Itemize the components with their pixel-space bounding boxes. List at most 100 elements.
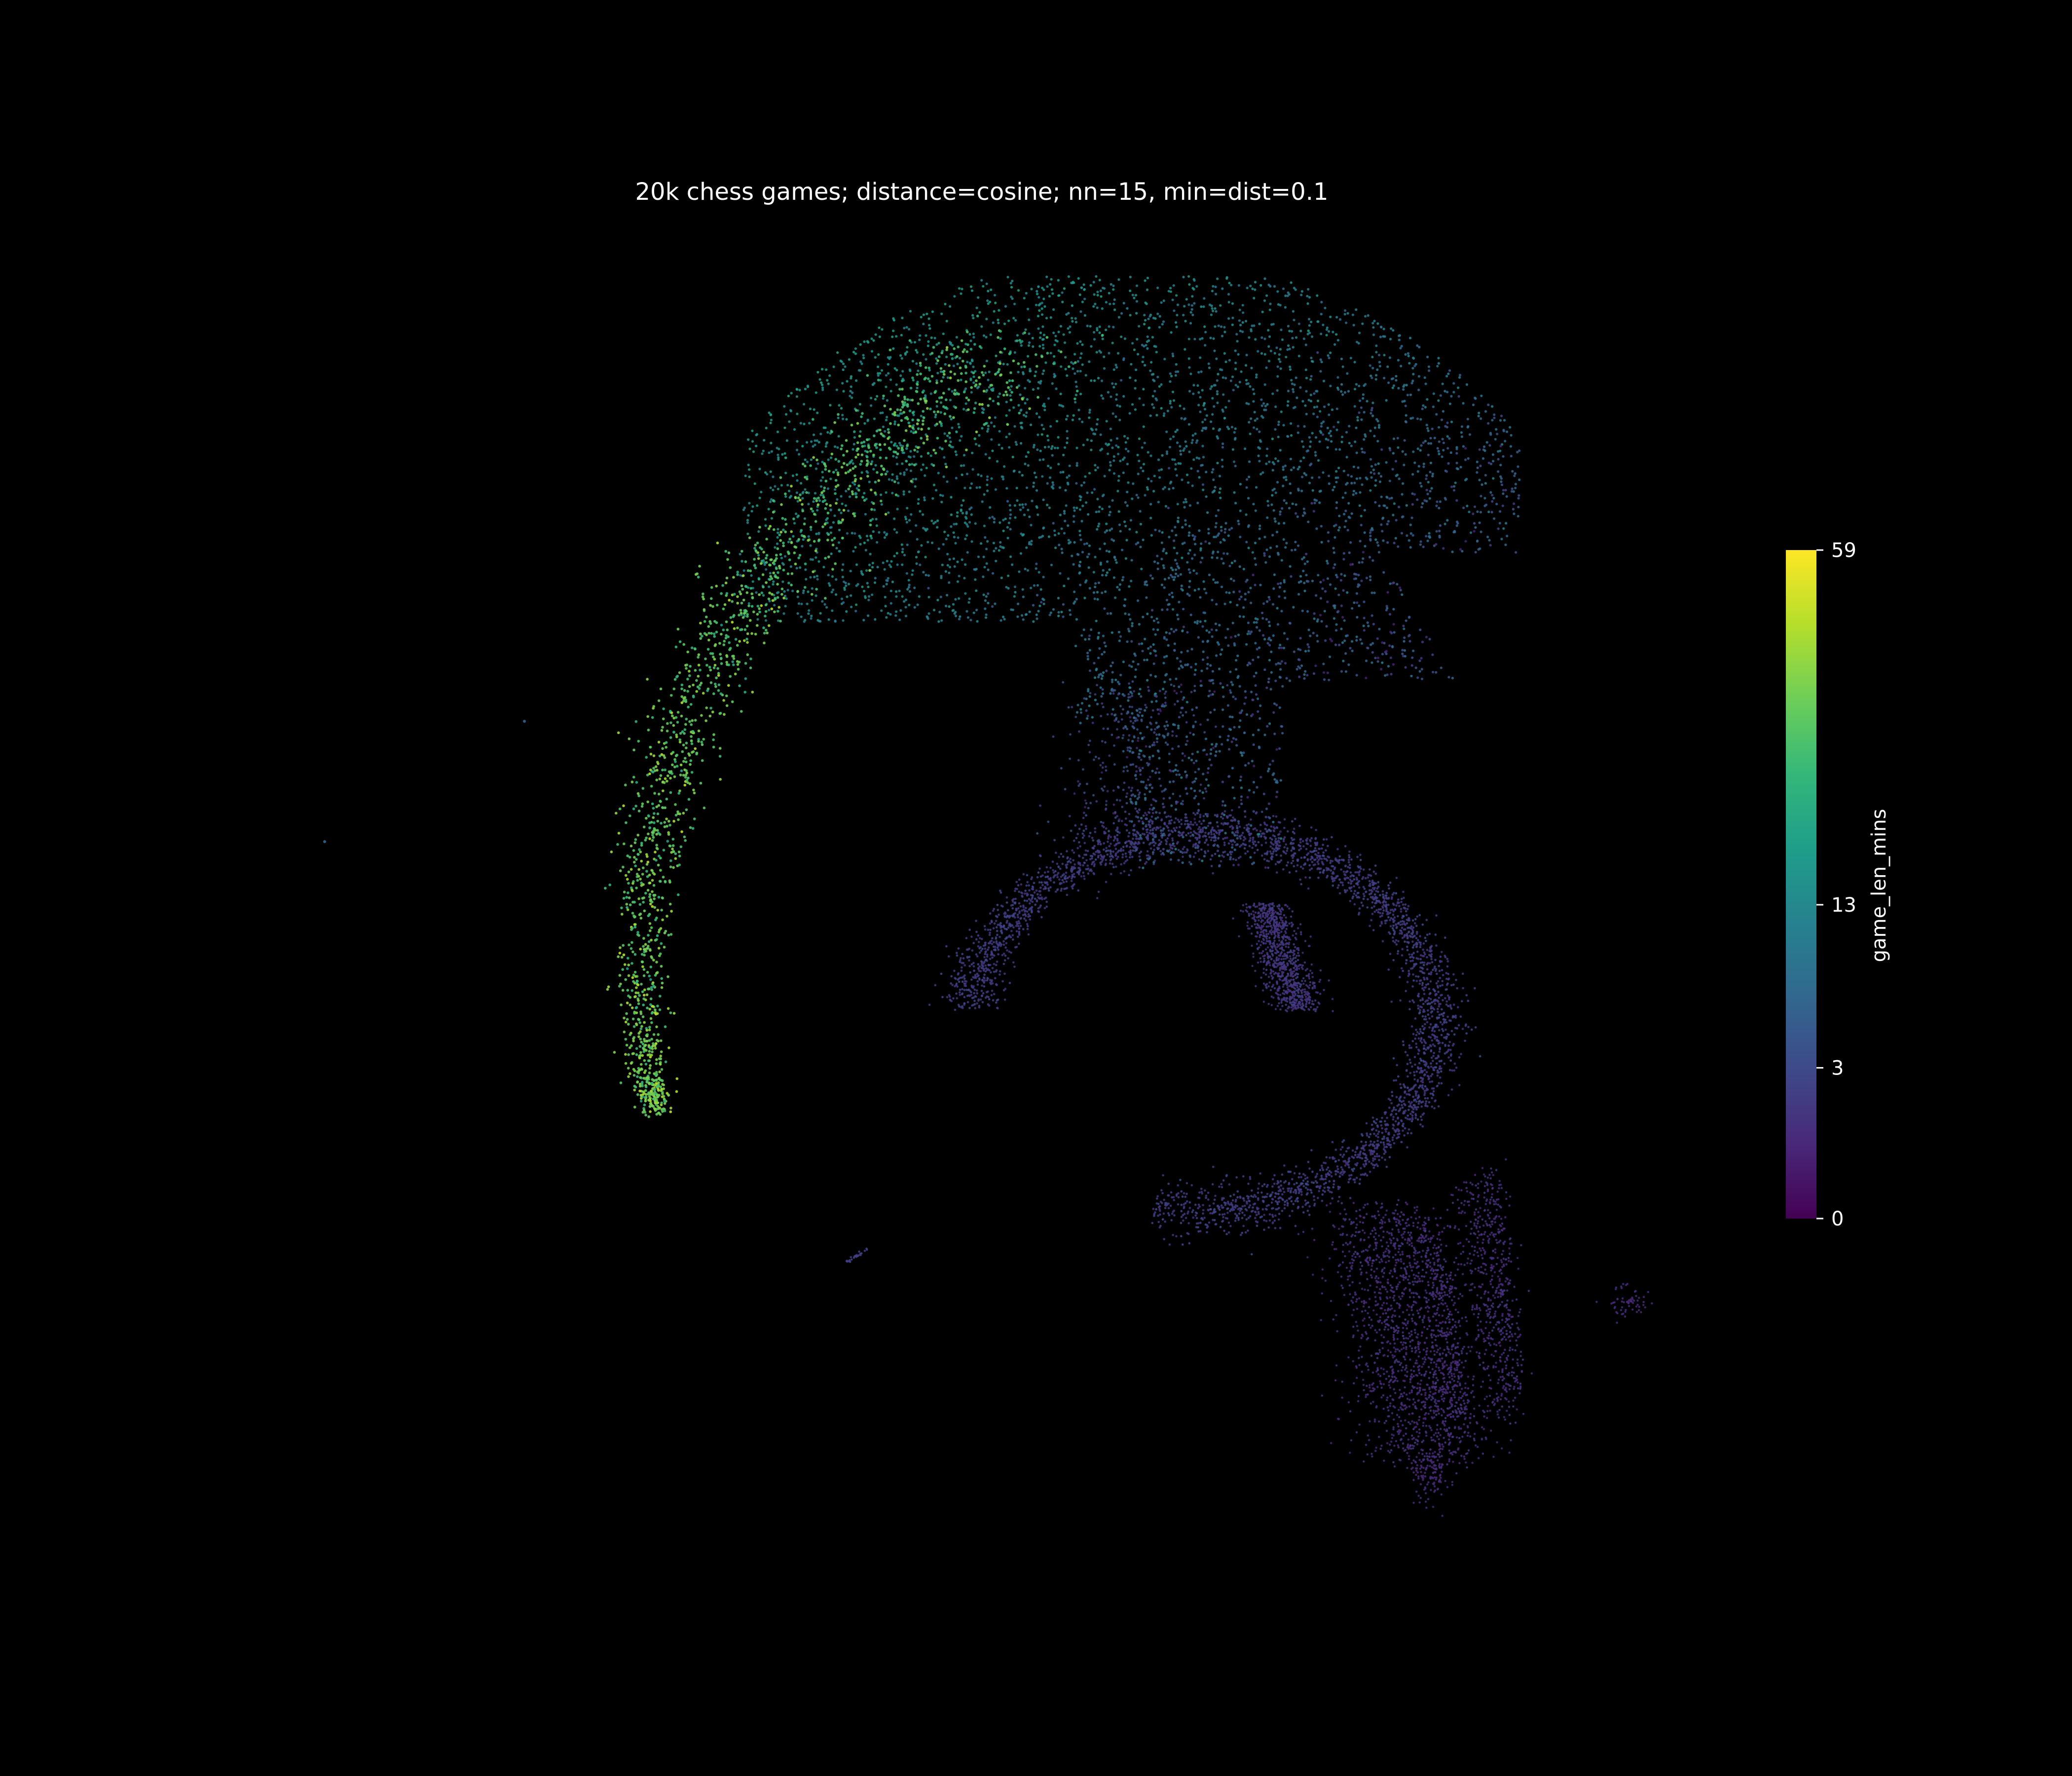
scatter-point	[1364, 545, 1367, 548]
scatter-point	[1169, 380, 1172, 383]
scatter-point	[1103, 287, 1106, 290]
scatter-point	[845, 584, 848, 587]
scatter-point	[1009, 513, 1012, 516]
scatter-point	[1312, 672, 1316, 675]
scatter-point	[1257, 710, 1259, 713]
scatter-point	[1500, 480, 1503, 483]
scatter-point	[1373, 320, 1376, 323]
scatter-point	[1307, 288, 1310, 291]
scatter-point	[1504, 440, 1507, 443]
scatter-point	[1176, 565, 1180, 568]
scatter-point	[1275, 795, 1278, 798]
scatter-point	[1315, 499, 1318, 502]
scatter-point	[672, 1012, 676, 1015]
scatter-point	[833, 537, 836, 540]
scatter-point	[1035, 370, 1037, 373]
scatter-point	[965, 473, 969, 476]
scatter-point	[1210, 385, 1213, 388]
scatter-point	[1190, 304, 1193, 307]
scatter-point	[1502, 430, 1505, 433]
scatter-point	[970, 513, 973, 516]
scatter-point	[1166, 409, 1169, 412]
scatter-point	[1144, 319, 1147, 322]
scatter-point	[1266, 725, 1269, 728]
scatter-point	[1072, 362, 1075, 365]
scatter-point	[1374, 657, 1377, 660]
scatter-point	[1181, 556, 1184, 559]
scatter-point	[1292, 466, 1295, 469]
scatter-point	[983, 566, 986, 569]
scatter-point	[1192, 726, 1195, 729]
scatter-point	[1135, 493, 1138, 497]
scatter-point	[927, 324, 931, 327]
scatter-point	[1246, 287, 1249, 290]
scatter-point	[910, 513, 913, 516]
scatter-point	[1254, 288, 1257, 291]
scatter-point	[1076, 703, 1079, 706]
scatter-point	[649, 902, 652, 906]
scatter-point	[900, 543, 903, 546]
scatter-point	[820, 383, 824, 386]
scatter-point	[783, 555, 787, 558]
scatter-point	[1200, 305, 1203, 308]
scatter-point	[1052, 362, 1055, 365]
scatter-point	[1376, 322, 1379, 325]
scatter-point	[1112, 386, 1115, 389]
scatter-point	[688, 674, 691, 677]
scatter-point	[1094, 302, 1097, 305]
scatter-point	[821, 450, 824, 453]
scatter-point	[989, 506, 992, 509]
scatter-point	[1188, 594, 1191, 597]
scatter-point	[998, 392, 1001, 395]
scatter-point	[1350, 444, 1353, 447]
scatter-point	[880, 369, 884, 372]
scatter-point	[1226, 704, 1229, 707]
scatter-point	[1005, 586, 1008, 589]
scatter-point	[1244, 598, 1247, 601]
scatter-point	[1364, 435, 1367, 438]
scatter-point	[1421, 407, 1424, 410]
scatter-point	[1344, 670, 1347, 673]
scatter-point	[1215, 742, 1218, 745]
scatter-point	[1251, 324, 1254, 328]
scatter-point	[637, 740, 640, 743]
scatter-point	[787, 552, 790, 555]
scatter-point	[669, 777, 672, 780]
scatter-point	[949, 370, 952, 373]
scatter-point	[940, 575, 943, 578]
scatter-point	[1124, 524, 1127, 527]
scatter-point	[1170, 566, 1173, 569]
scatter-point	[795, 491, 798, 494]
scatter-point	[1252, 659, 1255, 662]
scatter-point	[673, 678, 677, 681]
scatter-point	[690, 735, 693, 738]
scatter-point	[1027, 464, 1030, 467]
scatter-point	[1398, 334, 1401, 337]
scatter-point	[1497, 450, 1500, 453]
scatter-point	[944, 363, 947, 366]
scatter-point	[1059, 514, 1062, 517]
scatter-point	[1117, 630, 1120, 633]
scatter-point	[826, 379, 829, 382]
scatter-point	[1381, 641, 1384, 644]
scatter-point	[1066, 414, 1069, 417]
scatter-point	[637, 1035, 640, 1038]
scatter-point	[1427, 429, 1430, 432]
scatter-point	[1178, 716, 1181, 719]
scatter-point	[1319, 614, 1322, 617]
scatter-point	[1023, 361, 1026, 364]
scatter-point	[1265, 618, 1268, 621]
scatter-point	[1328, 330, 1331, 333]
scatter-point	[702, 597, 705, 600]
scatter-point	[1032, 388, 1035, 391]
scatter-point	[1255, 486, 1258, 489]
scatter-point	[750, 592, 753, 595]
scatter-point	[1187, 552, 1190, 555]
scatter-point	[1185, 445, 1188, 448]
scatter-point	[1149, 517, 1152, 519]
scatter-point	[1173, 649, 1176, 652]
scatter-point	[1129, 314, 1132, 317]
scatter-point	[1192, 392, 1195, 395]
scatter-point	[1021, 588, 1024, 591]
scatter-point	[1325, 438, 1328, 441]
